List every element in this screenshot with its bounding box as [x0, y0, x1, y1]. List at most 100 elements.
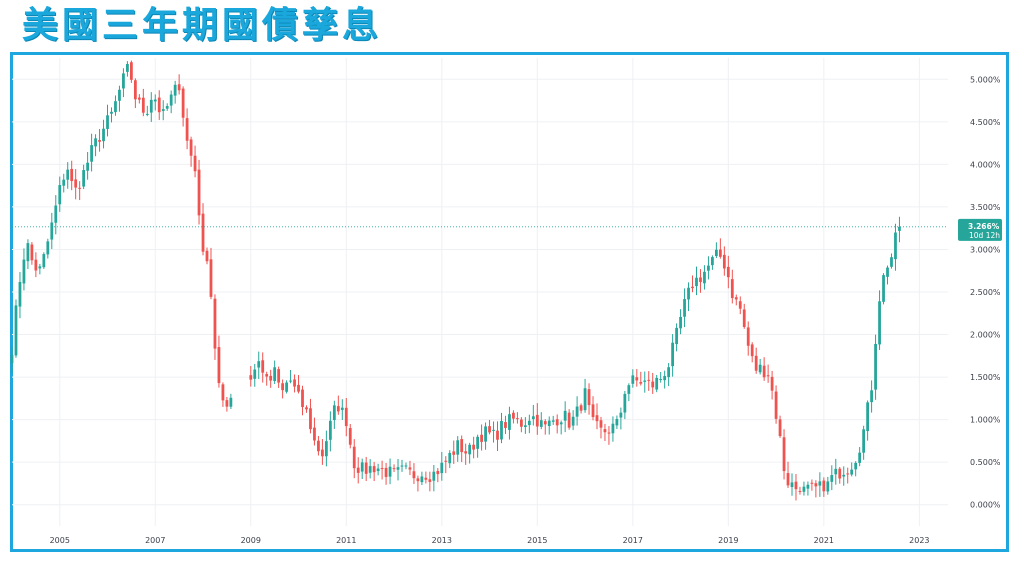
candle-body [408, 467, 412, 470]
candle-body [579, 405, 583, 411]
candle-body [26, 243, 30, 262]
candle-body [90, 145, 93, 162]
candle-body [699, 277, 702, 282]
candle-body [436, 470, 440, 475]
candle-body [110, 111, 113, 114]
candle-body [321, 449, 324, 457]
candle-body [886, 267, 889, 277]
candle-body [205, 250, 209, 262]
candle-body [488, 426, 491, 433]
candle-body [324, 441, 328, 457]
candle-body [866, 402, 870, 432]
candle-body [794, 481, 798, 490]
candle-body [340, 407, 344, 410]
candle-body [54, 205, 58, 223]
candle-body [730, 279, 734, 299]
candle-body [718, 249, 722, 257]
candle-body [209, 259, 213, 297]
candle-body [738, 301, 742, 309]
candle-body [301, 389, 304, 408]
candle-body [798, 491, 802, 493]
candle-body [874, 343, 877, 390]
candle-body [591, 404, 595, 418]
candle-body [742, 309, 746, 327]
candle-body [149, 99, 153, 113]
candle-body [619, 412, 623, 418]
x-tick-label: 2013 [432, 536, 452, 545]
candle-body [583, 388, 587, 411]
candle-body [639, 382, 643, 384]
candle-body [416, 478, 420, 482]
candle-body [257, 361, 261, 368]
candle-body [631, 375, 635, 384]
candle-body [531, 416, 535, 420]
candle-body [297, 384, 300, 392]
candle-body [221, 384, 225, 401]
candle-body [58, 185, 62, 205]
candle-body [169, 94, 173, 106]
candle-body [428, 479, 432, 482]
candle-body [838, 468, 842, 479]
candle-body [543, 421, 547, 425]
chart-frame [10, 52, 1009, 552]
y-tick-label: 1.000% [970, 416, 1001, 425]
candle-body [193, 155, 197, 172]
candle-body [137, 97, 141, 100]
candle-body [758, 364, 762, 373]
candle-body [368, 466, 372, 473]
candle-body [890, 257, 893, 267]
candle-body [599, 420, 603, 428]
candle-body [185, 118, 189, 141]
candle-body [651, 381, 655, 388]
candle-body [173, 84, 177, 96]
candle-body [396, 467, 400, 470]
candle-body [516, 418, 519, 420]
candle-body [217, 347, 221, 384]
candle-body [587, 389, 591, 406]
candle-body [754, 355, 758, 371]
y-tick-label: 0.000% [970, 501, 1001, 510]
candle-body [508, 414, 511, 430]
candle-body [165, 106, 169, 109]
candle-body [746, 327, 750, 346]
candle-body [344, 407, 348, 427]
candle-body [822, 480, 826, 492]
candle-body [253, 369, 257, 379]
candle-body [607, 432, 611, 434]
candle-body [460, 439, 464, 453]
candle-body [814, 483, 818, 487]
candle-body [46, 241, 50, 255]
candle-body [404, 465, 408, 467]
candle-body [527, 420, 531, 426]
candle-body [440, 462, 444, 474]
candle-body [611, 423, 615, 434]
candle-body [894, 232, 897, 260]
candle-body [360, 462, 364, 472]
candle-body [472, 444, 476, 450]
candle-body [504, 422, 507, 428]
candle-body [400, 465, 404, 467]
candle-body [269, 375, 273, 381]
candle-body [133, 80, 137, 100]
candle-body [519, 419, 523, 427]
candle-body [277, 369, 281, 383]
candle-body [659, 378, 663, 380]
candle-body [790, 482, 794, 488]
candle-body [512, 412, 515, 419]
candle-body [420, 476, 424, 483]
candle-body [726, 266, 730, 278]
candle-body [364, 462, 368, 474]
candle-body [456, 440, 460, 455]
candle-body [806, 484, 810, 489]
candle-body [189, 139, 193, 156]
candle-body [535, 414, 539, 427]
candle-body [571, 416, 575, 426]
candle-body [82, 170, 86, 187]
candle-body [691, 286, 694, 289]
candle-body [830, 475, 834, 482]
y-axis: 0.000% 0.500% 1.000% 1.500% 2.000% 2.500% 3.00… [970, 75, 1001, 509]
candle-body [711, 257, 714, 266]
candle-body [854, 462, 858, 470]
candle-body [770, 376, 774, 391]
y-tick-label: 2.000% [970, 331, 1001, 340]
